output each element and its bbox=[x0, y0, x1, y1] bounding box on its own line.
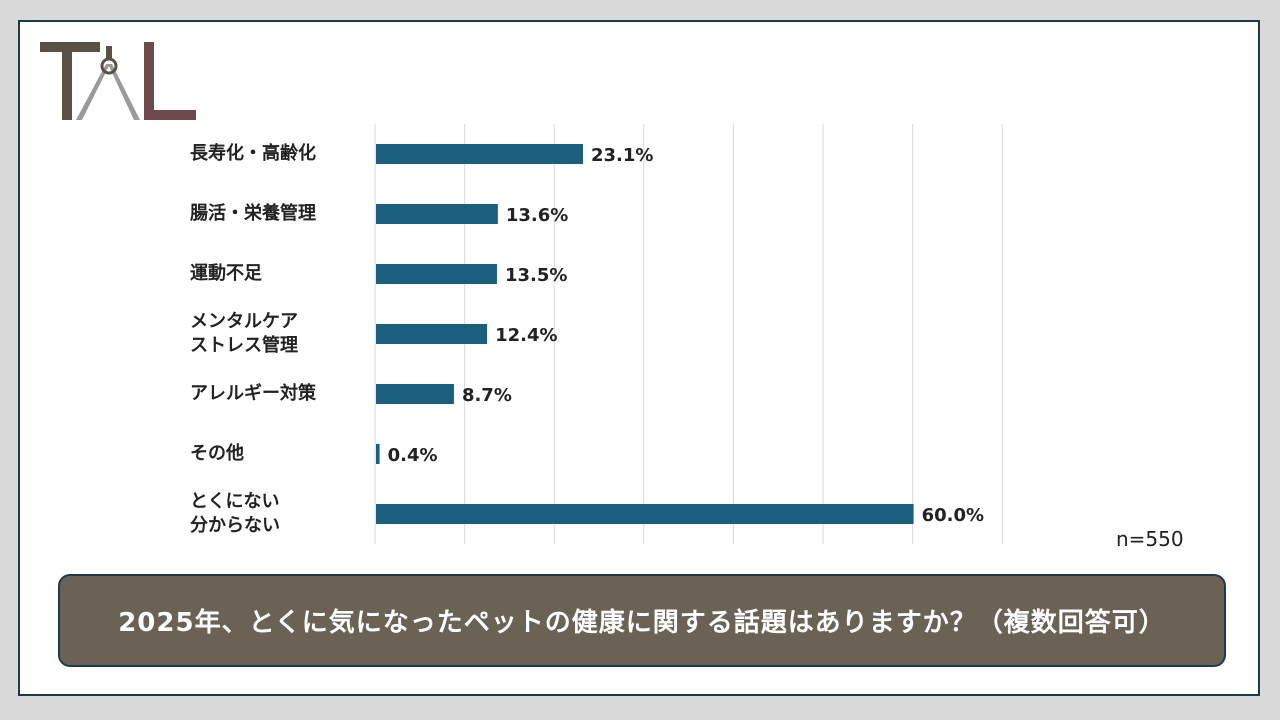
category-label: 運動不足 bbox=[190, 263, 262, 284]
bar bbox=[376, 264, 497, 284]
bar bbox=[376, 204, 498, 224]
value-label: 60.0% bbox=[922, 505, 984, 526]
bar bbox=[376, 144, 583, 164]
question-box: 2025年、とくに気になったペットの健康に関する話題はありますか？（複数回答可） bbox=[58, 574, 1226, 667]
grid-lines bbox=[374, 124, 1003, 544]
bar bbox=[376, 324, 488, 344]
tal-logo bbox=[40, 42, 196, 120]
category-label: その他 bbox=[190, 443, 244, 464]
bar bbox=[376, 504, 914, 524]
value-label: 13.5% bbox=[505, 265, 567, 286]
bar bbox=[376, 444, 380, 464]
bar bbox=[376, 384, 454, 404]
category-label: メンタルケア ストレス管理 bbox=[190, 311, 298, 356]
sample-size: n=550 bbox=[1116, 527, 1184, 551]
value-label: 8.7% bbox=[462, 385, 512, 406]
category-label: 長寿化・高齢化 bbox=[190, 143, 316, 164]
value-label: 0.4% bbox=[388, 445, 438, 466]
bars bbox=[376, 144, 914, 524]
category-label: とくにない 分からない bbox=[190, 491, 280, 536]
value-labels: 23.1% 13.6% 13.5% 12.4% 8.7% 0.4% 60.0% bbox=[388, 145, 984, 526]
question-text: 2025年、とくに気になったペットの健康に関する話題はありますか？（複数回答可） bbox=[118, 608, 1166, 638]
category-label: 腸活・栄養管理 bbox=[190, 203, 316, 224]
value-label: 23.1% bbox=[591, 145, 653, 166]
value-label: 13.6% bbox=[506, 205, 568, 226]
category-label: アレルギー対策 bbox=[190, 383, 316, 404]
value-label: 12.4% bbox=[495, 325, 557, 346]
